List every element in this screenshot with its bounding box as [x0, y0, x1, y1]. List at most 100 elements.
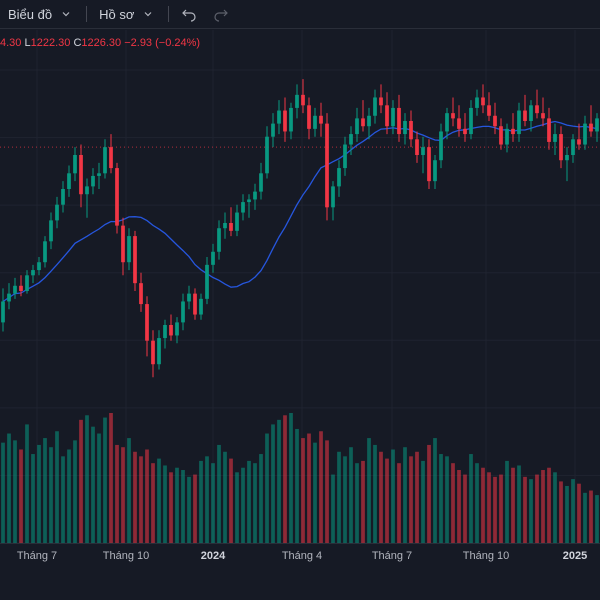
candle-body [361, 118, 365, 127]
candle-body [19, 285, 23, 291]
candlestick-chart[interactable] [0, 30, 600, 543]
volume-bar [199, 460, 203, 543]
volume-bar [439, 454, 443, 543]
candle-body [283, 110, 287, 132]
candle-body [595, 118, 599, 132]
legend-low-value: 1222.30 [30, 37, 71, 49]
x-tick-label: Tháng 10 [102, 550, 150, 562]
candle-body [523, 110, 527, 121]
volume-bar [523, 476, 527, 543]
volume-bar [313, 442, 317, 543]
profile-menu-button[interactable]: Hồ sơ [91, 0, 164, 28]
candle-body [457, 118, 461, 129]
volume-bar [265, 433, 269, 543]
candle-body [355, 118, 359, 135]
candle-body [427, 147, 431, 182]
legend-high-partial: 4.30 [0, 37, 22, 49]
volume-bar [547, 467, 551, 543]
candle-body [421, 147, 425, 155]
volume-bar [229, 458, 233, 543]
candle-body [109, 147, 113, 169]
candle-body [85, 186, 89, 195]
candle-body [145, 304, 149, 341]
volume-bar [301, 438, 305, 543]
candle-body [55, 204, 59, 221]
candle-body [349, 134, 353, 145]
volume-bar [181, 470, 185, 543]
candle-body [199, 298, 203, 315]
candle-body [247, 199, 251, 203]
candle-body [43, 241, 47, 263]
x-tick-label: 2024 [200, 550, 226, 562]
volume-bar [475, 463, 479, 543]
candle-body [289, 107, 293, 132]
candle-body [157, 338, 161, 365]
volume-bar [385, 458, 389, 543]
undo-button[interactable] [173, 0, 205, 28]
candle-body [181, 301, 185, 323]
volume-bar [91, 426, 95, 543]
candle-body [409, 121, 413, 140]
volume-bar [19, 449, 23, 543]
time-axis[interactable]: Tháng 7 Tháng 10 2024 Tháng 4 Tháng 7 Th… [0, 543, 600, 568]
candle-body [271, 123, 275, 137]
volume-bar [469, 454, 473, 543]
volume-bar [187, 476, 191, 543]
volume-bar [319, 431, 323, 543]
candle-body [343, 144, 347, 169]
chevron-down-icon [58, 6, 74, 22]
volume-bar [595, 495, 599, 543]
volume-bar [223, 451, 227, 543]
volume-bar [463, 474, 467, 543]
candle-body [535, 105, 539, 114]
candle-body [121, 225, 125, 263]
candle-body [319, 115, 323, 124]
candle-body [301, 94, 305, 106]
candle-body [139, 283, 143, 305]
candle-body [577, 139, 581, 145]
candle-body [433, 160, 437, 182]
candle-body [13, 285, 17, 294]
volume-bar [211, 463, 215, 543]
candle-body [481, 97, 485, 106]
candle-body [37, 262, 41, 271]
candle-body [67, 173, 71, 189]
candle-body [277, 110, 281, 124]
chart-menu-button[interactable]: Biểu đồ [0, 0, 82, 28]
undo-icon [181, 6, 197, 22]
candle-body [1, 301, 5, 323]
volume-bar [517, 465, 521, 543]
volume-bar [97, 433, 101, 543]
candle-body [445, 113, 449, 132]
volume-bar [403, 447, 407, 543]
volume-bar [373, 444, 377, 543]
candle-body [367, 115, 371, 127]
volume-bar [49, 447, 53, 543]
volume-bar [355, 463, 359, 543]
volume-bar [55, 431, 59, 543]
volume-bar [103, 417, 107, 543]
redo-button[interactable] [205, 0, 237, 28]
candle-body [517, 110, 521, 135]
volume-bar [487, 472, 491, 543]
volume-bar [109, 413, 113, 543]
candle-body [133, 236, 137, 284]
candle-body [331, 186, 335, 208]
candle-body [307, 105, 311, 129]
top-toolbar: Biểu đồ Hồ sơ [0, 0, 600, 29]
candle-body [91, 175, 95, 187]
volume-bar [541, 470, 545, 543]
bottom-panel [0, 567, 600, 600]
volume-bar [505, 460, 509, 543]
candle-body [61, 189, 65, 205]
candle-body [235, 212, 239, 231]
volume-bar [427, 444, 431, 543]
candle-body [511, 128, 515, 135]
candle-body [49, 220, 53, 242]
volume-bar [337, 451, 341, 543]
volume-bar [37, 444, 41, 543]
moving-average-line [2, 120, 598, 303]
volume-bar [331, 474, 335, 543]
volume-bar [379, 451, 383, 543]
candle-body [223, 223, 227, 229]
